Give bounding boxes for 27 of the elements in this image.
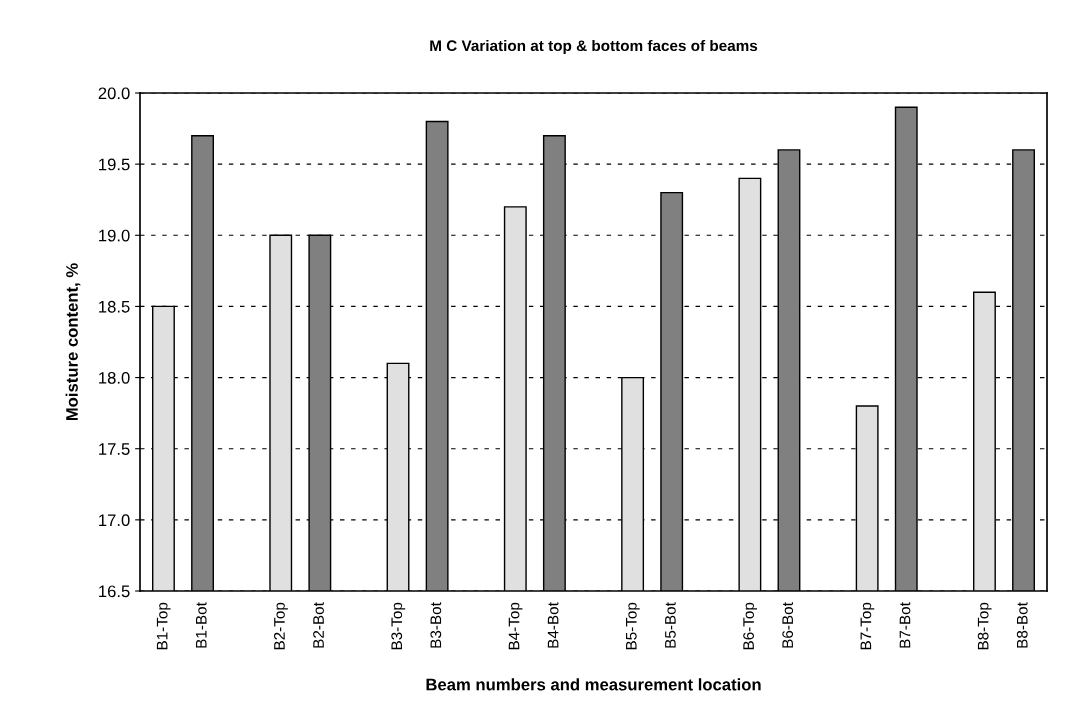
x-tick-label: B3-Top	[391, 602, 406, 650]
y-tick-label: 19.0	[99, 229, 130, 242]
x-axis-title: Beam numbers and measurement location	[426, 678, 761, 691]
x-tick-label: B3-Bot	[430, 602, 442, 648]
x-tick-label: B5-Top	[626, 602, 640, 650]
x-tick-label: B6-Top	[743, 602, 757, 650]
x-tick-label: B1-Top	[156, 602, 171, 650]
y-tick-label: 16.5	[99, 585, 130, 598]
y-tick-label: 17.0	[99, 514, 130, 527]
y-tick-label: 18.5	[99, 300, 130, 313]
y-tick-label: 20.0	[98, 87, 130, 100]
x-tick-label: B2-Bot	[313, 602, 324, 648]
y-axis-title: Moisture content, %	[65, 263, 81, 421]
y-tick-label: 17.5	[99, 443, 130, 455]
y-tick-label: 19.5	[99, 158, 130, 171]
x-tick-label: B2-Top	[274, 602, 288, 650]
chart-title: M C Variation at top & bottom faces of beams	[430, 39, 758, 55]
x-tick-label: B8-Bot	[1016, 602, 1028, 648]
x-tick-label: B4-Bot	[547, 602, 559, 648]
x-tick-label: B7-Bot	[899, 602, 911, 648]
x-tick-label: B1-Bot	[195, 602, 207, 648]
y-tick-label: 18.0	[99, 371, 130, 384]
x-tick-label: B4-Top	[508, 602, 523, 650]
x-tick-label: B6-Bot	[782, 602, 794, 648]
x-tick-label: B5-Bot	[665, 602, 676, 648]
x-tick-label: B7-Top	[860, 602, 875, 650]
x-tick-label: B8-Top	[977, 602, 992, 650]
